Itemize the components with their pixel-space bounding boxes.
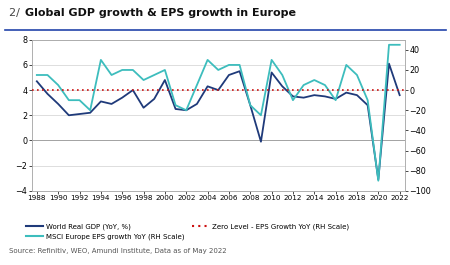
- MSCI Europe EPS growth YoY (RH Scale): [269, 58, 274, 61]
- MSCI Europe EPS growth YoY (RH Scale): [301, 83, 306, 87]
- MSCI Europe EPS growth YoY (RH Scale): [322, 83, 328, 87]
- World Real GDP (YoY, %): [237, 70, 242, 73]
- World Real GDP (YoY, %): [162, 78, 167, 82]
- World Real GDP (YoY, %): [152, 97, 157, 100]
- MSCI Europe EPS growth YoY (RH Scale): [354, 73, 360, 77]
- Line: MSCI Europe EPS growth YoY (RH Scale): MSCI Europe EPS growth YoY (RH Scale): [37, 45, 400, 181]
- World Real GDP (YoY, %): [109, 102, 114, 105]
- World Real GDP (YoY, %): [258, 140, 264, 143]
- MSCI Europe EPS growth YoY (RH Scale): [397, 43, 402, 46]
- World Real GDP (YoY, %): [322, 95, 328, 98]
- World Real GDP (YoY, %): [279, 85, 285, 88]
- MSCI Europe EPS growth YoY (RH Scale): [109, 73, 114, 77]
- MSCI Europe EPS growth YoY (RH Scale): [237, 63, 242, 67]
- World Real GDP (YoY, %): [120, 96, 125, 99]
- MSCI Europe EPS growth YoY (RH Scale): [248, 104, 253, 107]
- World Real GDP (YoY, %): [344, 91, 349, 94]
- MSCI Europe EPS growth YoY (RH Scale): [333, 99, 338, 102]
- World Real GDP (YoY, %): [98, 100, 104, 103]
- Legend: World Real GDP (YoY, %), MSCI Europe EPS growth YoY (RH Scale), Zero Level - EPS: World Real GDP (YoY, %), MSCI Europe EPS…: [26, 224, 349, 240]
- World Real GDP (YoY, %): [354, 94, 360, 97]
- MSCI Europe EPS growth YoY (RH Scale): [87, 109, 93, 112]
- MSCI Europe EPS growth YoY (RH Scale): [184, 109, 189, 112]
- World Real GDP (YoY, %): [34, 80, 40, 83]
- MSCI Europe EPS growth YoY (RH Scale): [194, 83, 200, 87]
- World Real GDP (YoY, %): [194, 102, 200, 105]
- World Real GDP (YoY, %): [141, 106, 146, 109]
- MSCI Europe EPS growth YoY (RH Scale): [365, 99, 370, 102]
- MSCI Europe EPS growth YoY (RH Scale): [279, 73, 285, 77]
- World Real GDP (YoY, %): [301, 96, 306, 99]
- Text: 2/: 2/: [9, 8, 23, 18]
- World Real GDP (YoY, %): [333, 97, 338, 100]
- MSCI Europe EPS growth YoY (RH Scale): [386, 43, 391, 46]
- MSCI Europe EPS growth YoY (RH Scale): [55, 83, 61, 87]
- World Real GDP (YoY, %): [66, 114, 72, 117]
- World Real GDP (YoY, %): [311, 94, 317, 97]
- World Real GDP (YoY, %): [226, 73, 232, 77]
- MSCI Europe EPS growth YoY (RH Scale): [77, 99, 82, 102]
- MSCI Europe EPS growth YoY (RH Scale): [45, 73, 50, 77]
- MSCI Europe EPS growth YoY (RH Scale): [216, 68, 221, 72]
- World Real GDP (YoY, %): [205, 85, 210, 88]
- Text: Source: Refinitiv, WEO, Amundi Institute, Data as of May 2022: Source: Refinitiv, WEO, Amundi Institute…: [9, 248, 227, 254]
- MSCI Europe EPS growth YoY (RH Scale): [34, 73, 40, 77]
- World Real GDP (YoY, %): [216, 89, 221, 92]
- World Real GDP (YoY, %): [45, 92, 50, 95]
- Line: World Real GDP (YoY, %): World Real GDP (YoY, %): [37, 64, 400, 179]
- MSCI Europe EPS growth YoY (RH Scale): [120, 68, 125, 72]
- World Real GDP (YoY, %): [184, 109, 189, 112]
- MSCI Europe EPS growth YoY (RH Scale): [344, 63, 349, 67]
- MSCI Europe EPS growth YoY (RH Scale): [376, 179, 381, 182]
- MSCI Europe EPS growth YoY (RH Scale): [130, 68, 135, 72]
- World Real GDP (YoY, %): [248, 104, 253, 107]
- World Real GDP (YoY, %): [269, 71, 274, 74]
- MSCI Europe EPS growth YoY (RH Scale): [152, 73, 157, 77]
- World Real GDP (YoY, %): [55, 102, 61, 105]
- MSCI Europe EPS growth YoY (RH Scale): [66, 99, 72, 102]
- MSCI Europe EPS growth YoY (RH Scale): [141, 78, 146, 82]
- MSCI Europe EPS growth YoY (RH Scale): [162, 68, 167, 72]
- MSCI Europe EPS growth YoY (RH Scale): [226, 63, 232, 67]
- World Real GDP (YoY, %): [290, 95, 296, 98]
- World Real GDP (YoY, %): [130, 89, 135, 92]
- World Real GDP (YoY, %): [376, 178, 381, 181]
- MSCI Europe EPS growth YoY (RH Scale): [311, 78, 317, 82]
- MSCI Europe EPS growth YoY (RH Scale): [173, 104, 178, 107]
- World Real GDP (YoY, %): [386, 62, 391, 65]
- World Real GDP (YoY, %): [87, 111, 93, 114]
- Text: Global GDP growth & EPS growth in Europe: Global GDP growth & EPS growth in Europe: [25, 8, 296, 18]
- MSCI Europe EPS growth YoY (RH Scale): [258, 114, 264, 117]
- MSCI Europe EPS growth YoY (RH Scale): [98, 58, 104, 61]
- World Real GDP (YoY, %): [397, 94, 402, 97]
- World Real GDP (YoY, %): [365, 104, 370, 107]
- World Real GDP (YoY, %): [77, 112, 82, 116]
- World Real GDP (YoY, %): [173, 107, 178, 111]
- MSCI Europe EPS growth YoY (RH Scale): [290, 99, 296, 102]
- MSCI Europe EPS growth YoY (RH Scale): [205, 58, 210, 61]
